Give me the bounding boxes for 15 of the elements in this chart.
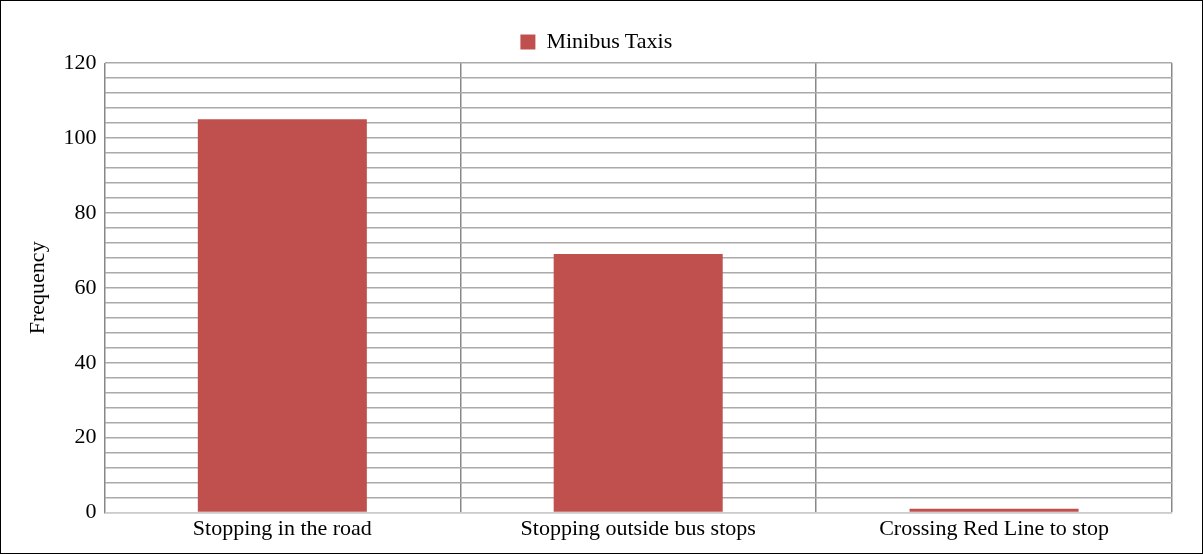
y-axis-title: Frequency [23,241,49,335]
bar [197,119,367,512]
bar [909,508,1079,512]
legend-label: Minibus Taxis [546,27,673,53]
y-tick-label: 0 [85,498,97,524]
x-tick-label: Stopping outside bus stops [520,514,756,540]
y-tick-label: 100 [63,123,97,149]
y-tick-label: 80 [74,198,97,224]
x-tick-label: Stopping in the road [192,514,372,540]
y-tick-label: 120 [63,48,97,74]
y-tick-label: 20 [74,423,97,449]
y-tick-label: 40 [74,348,97,374]
x-tick-label: Crossing Red Line to stop [879,514,1109,540]
bar [553,254,723,512]
y-tick-label: 60 [74,273,97,299]
